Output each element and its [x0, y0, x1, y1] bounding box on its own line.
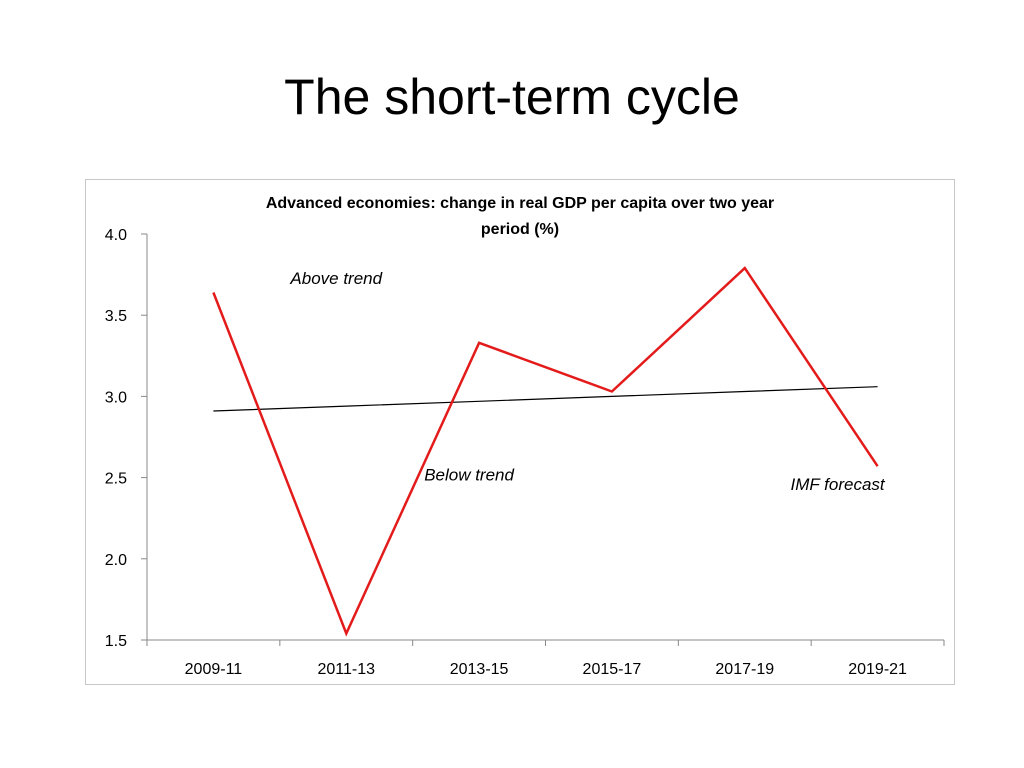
x-tick-label: 2009-11 [185, 661, 243, 678]
y-tick-label: 1.5 [105, 633, 127, 650]
chart-frame [85, 179, 955, 685]
axes [146, 234, 944, 641]
x-tick-label: 2017-19 [715, 661, 774, 678]
chart-title-line-1: Advanced economies: change in real GDP p… [266, 195, 774, 212]
x-tick-label: 2013-15 [450, 661, 509, 678]
gdp-series-line [212, 266, 879, 637]
chart-title: Advanced economies: change in real GDP p… [266, 195, 774, 238]
annotation-imf-forecast: IMF forecast [791, 475, 886, 494]
trend-line [213, 386, 878, 412]
annotation-below-trend: Below trend [424, 465, 514, 484]
x-tick-label: 2019-21 [848, 661, 907, 678]
chart-title-line-2: period (%) [481, 221, 559, 238]
x-axis-ticks: 2009-11 2011-13 2013-15 2015-17 2017-19 2019-… [146, 640, 945, 678]
series-layer [212, 266, 879, 637]
y-tick-label: 3.0 [105, 389, 127, 406]
y-tick-label: 4.0 [105, 227, 127, 244]
slide-title: The short-term cycle [284, 69, 740, 125]
y-tick-label: 3.5 [105, 308, 127, 325]
y-tick-label: 2.5 [105, 471, 127, 488]
y-tick-label: 2.0 [105, 552, 127, 569]
annotation-layer: Above trend Below trend IMF forecast [289, 269, 886, 494]
x-tick-label: 2011-13 [317, 661, 375, 678]
annotation-above-trend: Above trend [289, 269, 382, 288]
x-tick-label: 2015-17 [583, 661, 642, 678]
y-axis-ticks: 1.5 2.0 2.5 3.0 3.5 4.0 [105, 227, 147, 650]
